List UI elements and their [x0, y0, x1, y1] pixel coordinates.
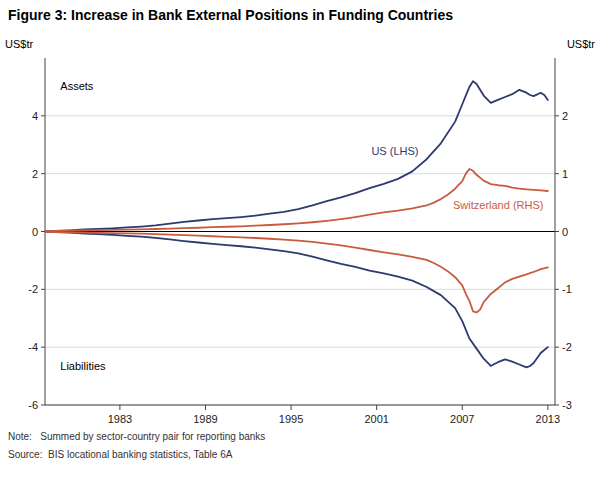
annotation: Liabilities	[60, 360, 106, 372]
x-axis-line	[45, 405, 555, 406]
grid-line	[45, 173, 555, 174]
note: Note: Summed by sector-country pair for …	[8, 431, 265, 442]
y2-tick-label: 1	[562, 168, 568, 180]
x-tick-label: 1989	[193, 413, 217, 425]
grid-line	[45, 347, 555, 348]
zero-line	[45, 231, 555, 232]
x-tick	[547, 405, 548, 410]
y-tick	[41, 173, 45, 174]
annotation: Assets	[60, 80, 94, 92]
y-tick-label: -2	[28, 283, 38, 295]
x-tick	[462, 405, 463, 410]
y2-tick	[555, 173, 559, 174]
y-tick-label: 2	[32, 168, 38, 180]
y2-axis-label: US$tr	[567, 38, 595, 50]
y2-tick	[555, 115, 559, 116]
y2-tick-label: -3	[562, 399, 572, 411]
chart: Figure 3: Increase in Bank External Posi…	[0, 0, 600, 479]
x-tick	[376, 405, 377, 410]
y2-tick-label: -1	[562, 283, 572, 295]
y2-tick-label: 0	[562, 226, 568, 238]
series-lines	[45, 81, 548, 367]
series-line	[45, 169, 548, 231]
grid-line	[45, 405, 555, 406]
series-label: Switzerland (RHS)	[453, 199, 543, 211]
y2-tick	[555, 347, 559, 348]
y-tick	[41, 405, 45, 406]
y-axis-label: US$tr	[5, 38, 33, 50]
series-line	[45, 232, 548, 313]
y-tick-label: 4	[32, 110, 38, 122]
y-tick	[41, 347, 45, 348]
x-tick-label: 1983	[108, 413, 132, 425]
annotations: Assets Liabilities US (LHS) Switzerland (RH…	[60, 80, 543, 372]
y2-tick	[555, 231, 559, 232]
grid	[45, 116, 555, 405]
y-tick-label: 0	[32, 226, 38, 238]
y2-tick-label: -2	[562, 341, 572, 353]
x-tick	[291, 405, 292, 410]
y2-tick-label: 2	[562, 110, 568, 122]
series-label: US (LHS)	[371, 145, 418, 157]
x-tick-label: 1995	[279, 413, 303, 425]
x-tick-label: 2013	[536, 413, 560, 425]
grid-line	[45, 289, 555, 290]
y-tick	[41, 289, 45, 290]
y-tick-label: -6	[28, 399, 38, 411]
y2-tick	[555, 405, 559, 406]
y-tick-label: -4	[28, 341, 38, 353]
x-tick	[119, 405, 120, 410]
x-tick-label: 2001	[364, 413, 388, 425]
grid-line	[45, 115, 555, 116]
source: Source: BIS locational banking statistic…	[8, 449, 233, 460]
series-line	[45, 81, 548, 231]
y2-tick	[555, 289, 559, 290]
y-tick	[41, 115, 45, 116]
axes: -6 -4 -2 0 2 4 -3 -2 -1 0 1 2 1983 1989 1995 2001 2007 20…	[28, 58, 572, 425]
x-tick	[205, 405, 206, 410]
x-tick-label: 2007	[450, 413, 474, 425]
title: Figure 3: Increase in Bank External Posi…	[8, 7, 453, 23]
y-tick	[41, 231, 45, 232]
series-line	[45, 232, 548, 368]
